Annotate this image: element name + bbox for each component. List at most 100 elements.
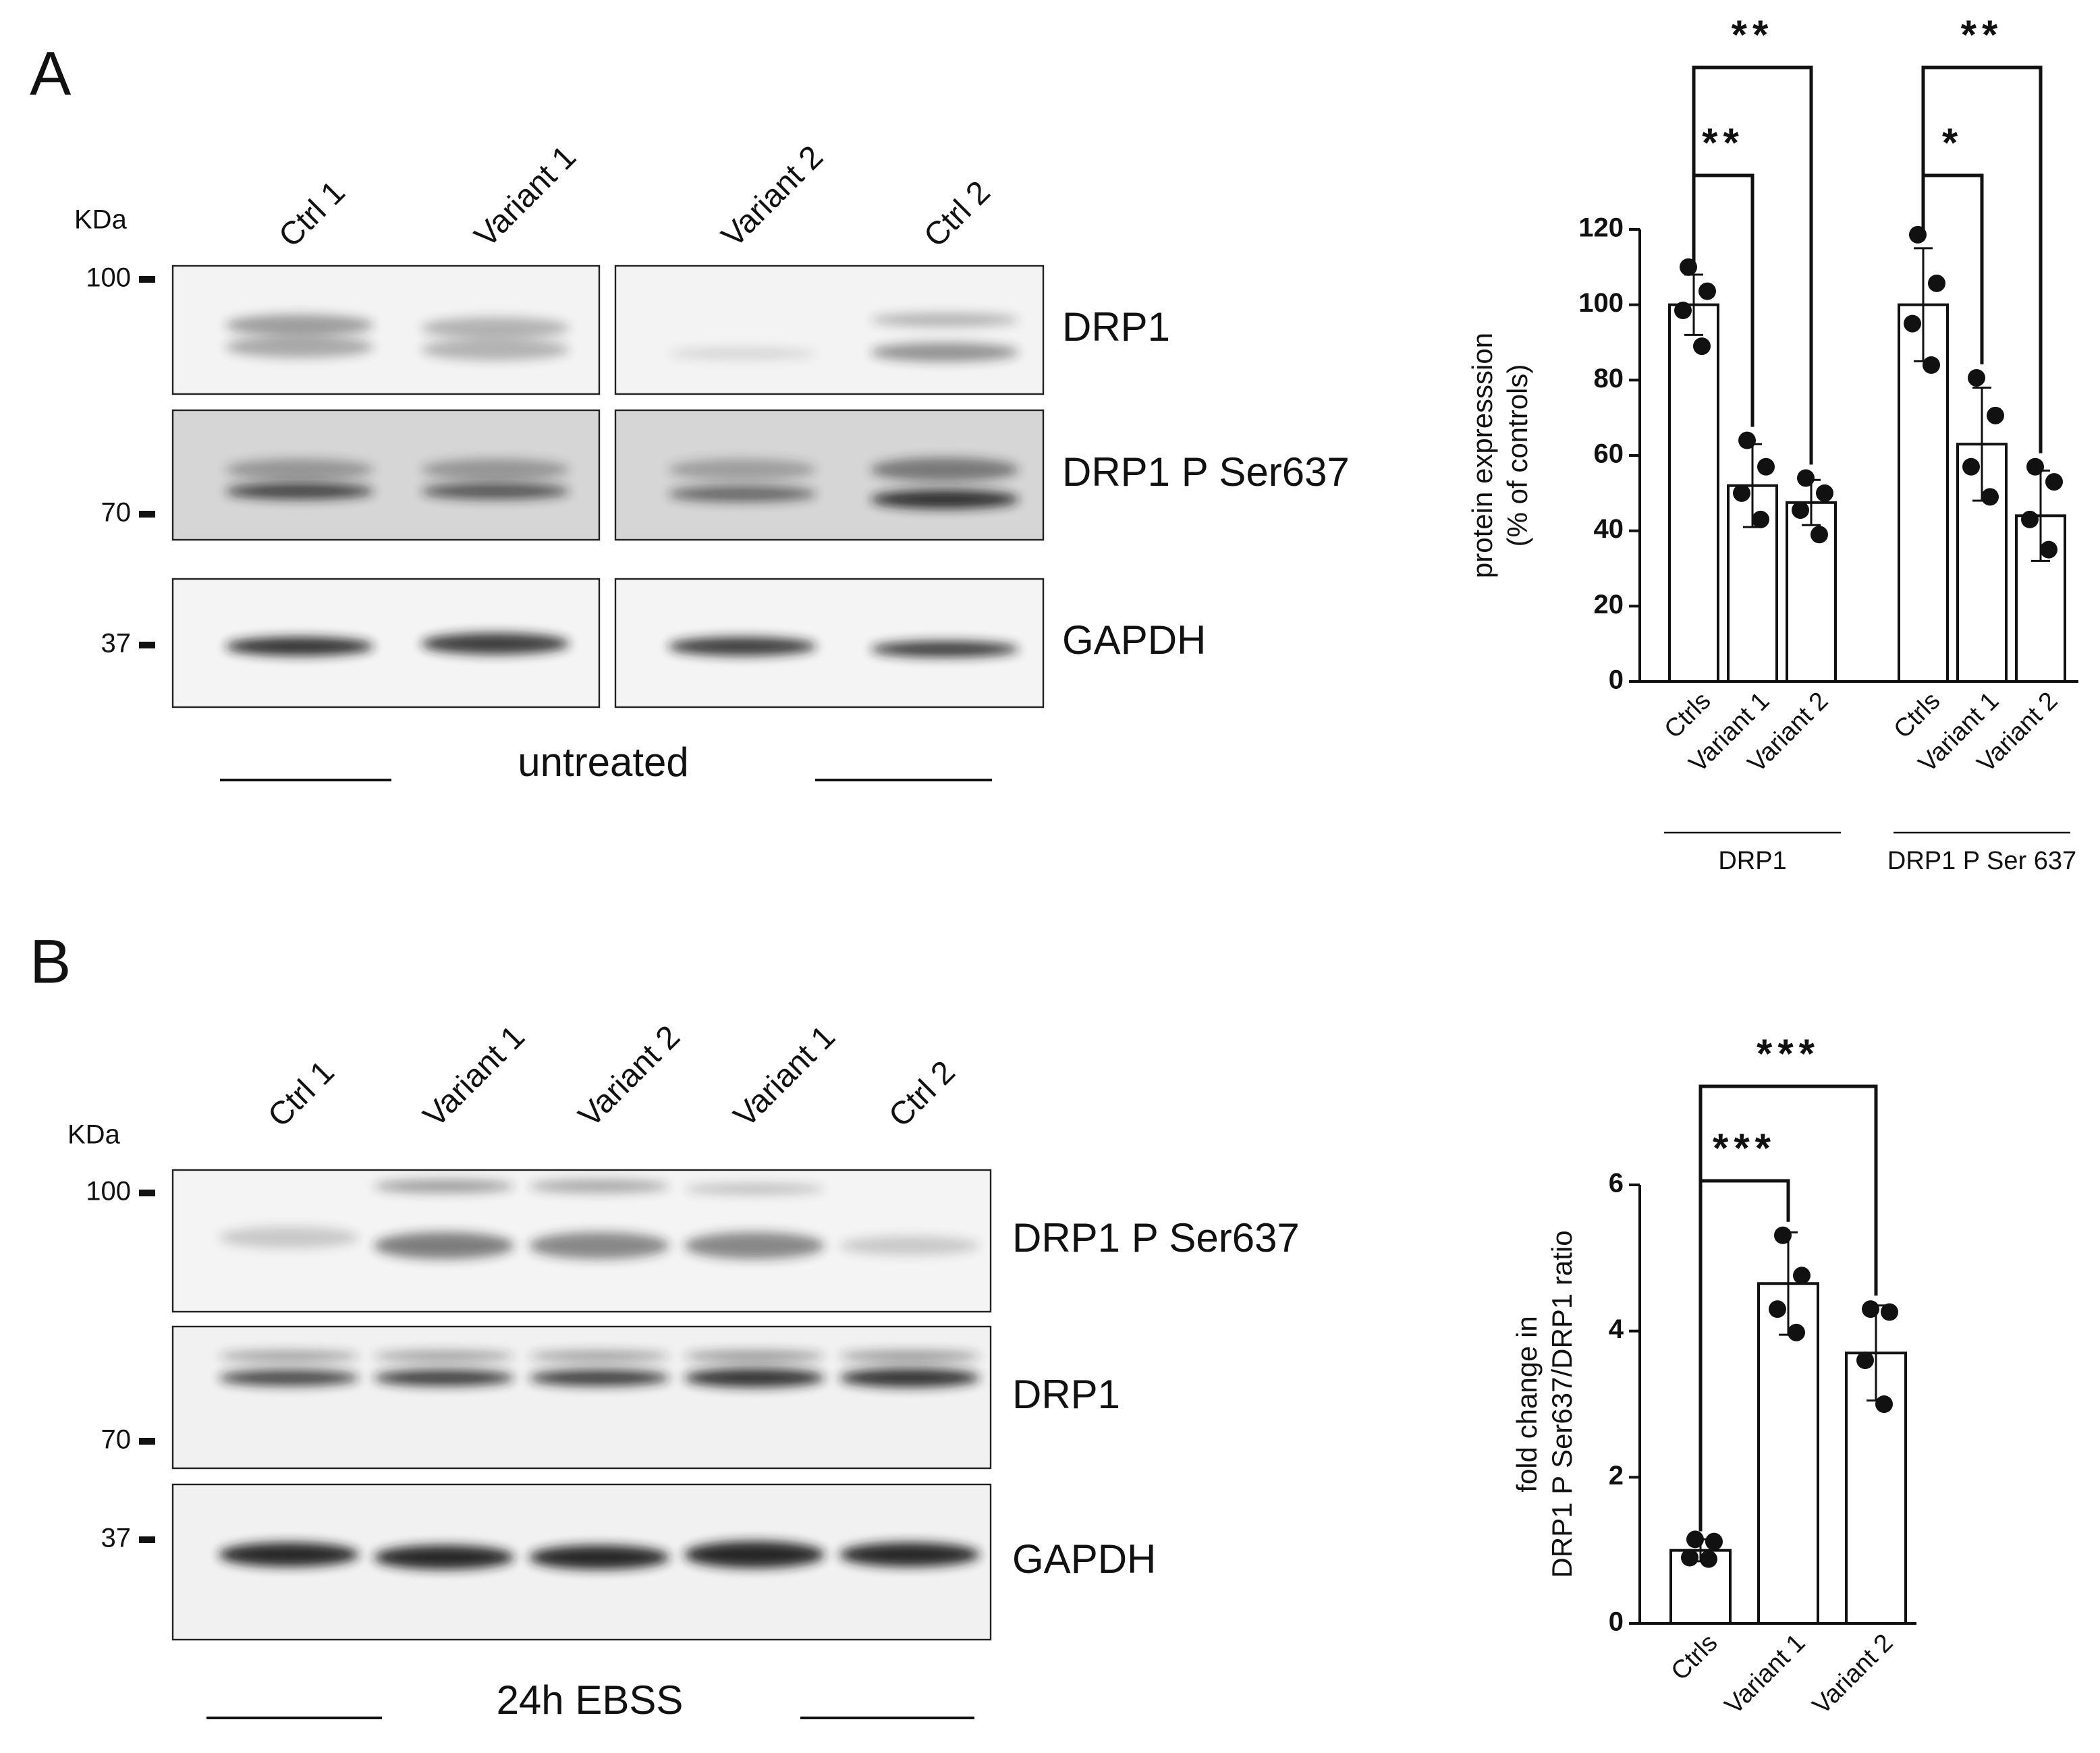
data-point [2026,457,2044,476]
data-point [1792,501,1809,519]
y-tick-label: 2 [1609,1461,1624,1491]
lane-label: Ctrl 1 [272,174,352,254]
blot-frame [614,265,1045,395]
lane-label: Ctrl 2 [882,1054,962,1134]
blot-band [871,343,1019,362]
lane-label: Ctrl 2 [917,174,997,254]
panel-label: A [30,39,72,108]
significance-label: ** [1961,12,2004,57]
blot-band [529,1351,669,1362]
blot-band [219,1227,359,1248]
blot-band [219,1542,359,1567]
lane-label: Variant 1 [468,139,583,254]
marker-label: 70 [101,498,132,528]
data-point [1962,457,1980,476]
bar [1786,501,1837,684]
blot-band [225,483,374,499]
blot-band [374,1545,514,1569]
data-point [1856,1352,1874,1369]
blot-band [374,1232,514,1259]
data-point [1757,457,1775,476]
bar [1668,303,1719,683]
blot-band [684,1351,825,1362]
blot-band [219,1351,359,1362]
y-tick-label: 6 [1609,1169,1624,1198]
data-point [1928,274,1945,292]
data-point [1698,282,1716,300]
marker-tick [139,1536,155,1543]
band-label: DRP1 [1062,304,1170,350]
blot-band [668,637,817,656]
y-tick-label: 40 [1594,514,1624,544]
data-point [1923,356,1940,374]
marker-tick [139,276,155,283]
data-point [1738,431,1756,449]
blot-band [839,1236,980,1255]
lane-label: Variant 2 [715,139,830,254]
x-tick-label: Variant 1 [1719,1629,1811,1720]
data-point [2045,473,2063,491]
marker-label: 100 [86,1177,131,1206]
blot-band [668,486,817,502]
x-tick-label: Ctrls [1666,1629,1723,1686]
significance-bracket [1698,1084,1878,1532]
lane-label: Ctrl 1 [261,1054,341,1134]
data-point [1686,1530,1704,1549]
data-point [2040,540,2057,559]
marker-tick [139,1190,155,1196]
significance-bracket [1921,65,2043,453]
data-point [1793,1267,1811,1285]
marker-tick [139,1438,155,1445]
y-tick-label: 100 [1578,288,1624,318]
bar [2015,514,2066,683]
data-point [1811,526,1828,544]
blot-band [225,336,374,358]
y-tick-label: 0 [1609,1607,1624,1637]
data-point [1862,1300,1879,1318]
condition-label: 24h EBSS [497,1677,684,1723]
lane-label: Variant 1 [727,1019,842,1134]
blot-band [374,1179,514,1193]
marker-label: 37 [101,1524,132,1553]
data-point [2021,510,2039,528]
panel-label: B [30,927,71,996]
blot-band [219,1370,359,1386]
y-tick-label: 0 [1609,665,1624,695]
blot-band [668,348,817,359]
data-point [1752,510,1769,528]
y-axis-label: fold change in [1511,1316,1543,1493]
blot-band [684,1184,825,1194]
blot-band [225,459,374,480]
band-label: GAPDH [1062,617,1206,663]
significance-label: ** [1732,12,1774,57]
x-tick-label: Variant 2 [1807,1629,1898,1720]
significance-label: *** [1713,1125,1776,1171]
blot-band [871,641,1019,657]
blot-band [684,1368,825,1387]
y-tick-label: 120 [1578,213,1624,243]
marker-tick [139,511,155,518]
significance-label: * [1942,120,1963,165]
y-tick-label: 60 [1594,439,1624,469]
condition-label: untreated [518,740,689,785]
blot-frame [171,1325,992,1470]
band-label: DRP1 P Ser637 [1062,449,1350,495]
data-point [1968,368,1985,387]
blot-band [839,1351,980,1362]
data-point [1733,484,1750,502]
y-tick-label: 20 [1594,590,1624,619]
blot-band [225,637,374,656]
blot-band [684,1232,825,1259]
lane-label: Variant 1 [416,1019,532,1134]
data-point [1700,1550,1717,1568]
blot-band [871,313,1019,327]
significance-label: ** [1702,120,1744,165]
data-point [1881,1303,1898,1321]
data-point [1904,314,1921,333]
group-label: DRP1 P Ser 637 [1887,847,2076,875]
blot-band [529,1179,669,1193]
data-point [1774,1226,1792,1244]
data-point [1769,1300,1786,1318]
